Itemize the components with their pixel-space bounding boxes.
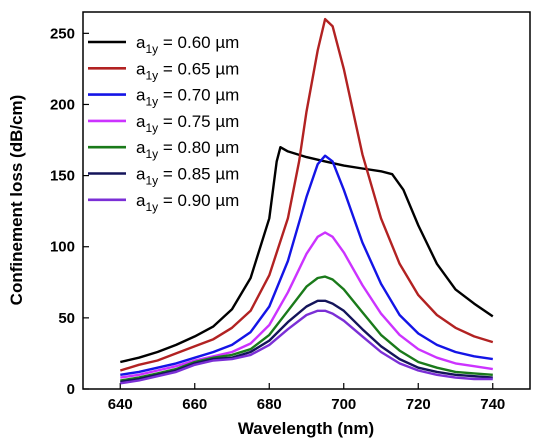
x-tick-label: 680 <box>257 396 282 413</box>
x-tick-label: 700 <box>331 396 356 413</box>
y-axis-title: Confinement loss (dB/cm) <box>7 95 26 306</box>
legend-label-4: a1y = 0.75 µm <box>136 112 239 135</box>
series-line-1 <box>120 146 494 364</box>
y-tick-label: 0 <box>67 381 75 398</box>
legend-label-7: a1y = 0.90 µm <box>136 191 239 214</box>
series-line-3 <box>120 154 493 376</box>
x-axis-title: Wavelength (nm) <box>238 419 374 438</box>
plot-frame <box>82 11 531 390</box>
series-line-7 <box>120 309 493 385</box>
y-tick-label: 50 <box>58 310 75 327</box>
legend: a1y = 0.60 µm a1y = 0.65 µm a1y = 0.70 µm a… <box>88 33 239 214</box>
series-line-4 <box>120 231 493 379</box>
x-tick-label: 660 <box>182 396 207 413</box>
legend-label-1: a1y = 0.60 µm <box>136 33 239 56</box>
y-tick-label: 250 <box>50 25 75 42</box>
legend-label-6: a1y = 0.85 µm <box>136 165 239 188</box>
y-tick-label: 150 <box>50 168 75 185</box>
y-tick-label: 200 <box>50 96 75 113</box>
x-tick-label: 640 <box>108 396 133 413</box>
series-line-5 <box>120 275 493 382</box>
series-lines <box>119 17 494 385</box>
series-line-6 <box>120 299 493 384</box>
axis-ticks: 640 660 680 700 720 740 0 50 100 150 200 250 <box>50 25 505 413</box>
legend-label-2: a1y = 0.65 µm <box>136 59 239 82</box>
y-tick-label: 100 <box>50 239 75 256</box>
x-tick-label: 720 <box>406 396 431 413</box>
series-line-2 <box>119 17 494 372</box>
legend-label-5: a1y = 0.80 µm <box>136 138 239 161</box>
x-tick-label: 740 <box>480 396 505 413</box>
legend-label-3: a1y = 0.70 µm <box>136 86 239 109</box>
